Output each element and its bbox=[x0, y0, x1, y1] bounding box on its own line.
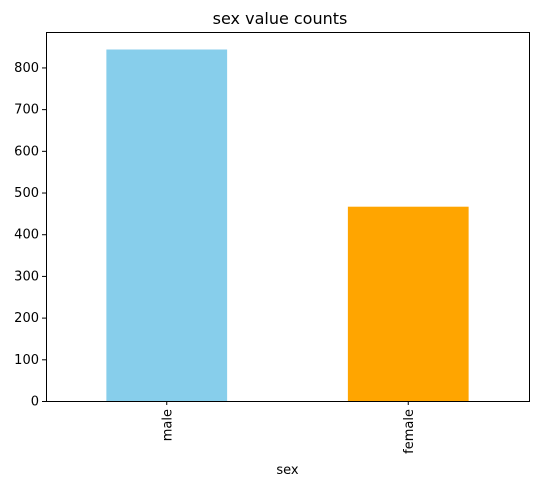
y-tick-label: 400 bbox=[14, 228, 39, 243]
y-tick-label: 300 bbox=[14, 269, 39, 284]
y-tick-label: 0 bbox=[31, 395, 39, 410]
y-tick-label: 800 bbox=[14, 61, 39, 76]
y-tick-label: 100 bbox=[14, 353, 39, 368]
x-tick-label-female: female bbox=[402, 409, 417, 454]
x-axis-label: sex bbox=[276, 463, 299, 478]
bars-group bbox=[106, 49, 469, 401]
bar-female bbox=[347, 206, 469, 401]
x-axis: male female bbox=[160, 401, 417, 454]
y-tick-label: 600 bbox=[14, 144, 39, 159]
y-tick-label: 500 bbox=[14, 186, 39, 201]
plot-frame bbox=[46, 32, 530, 402]
y-tick-label: 200 bbox=[14, 311, 39, 326]
bar-male bbox=[106, 49, 228, 401]
x-tick-label-male: male bbox=[160, 409, 175, 441]
y-axis: 0 100 200 300 400 500 600 700 800 bbox=[14, 61, 46, 410]
y-tick-label: 700 bbox=[14, 103, 39, 118]
chart-title: sex value counts bbox=[213, 9, 348, 28]
